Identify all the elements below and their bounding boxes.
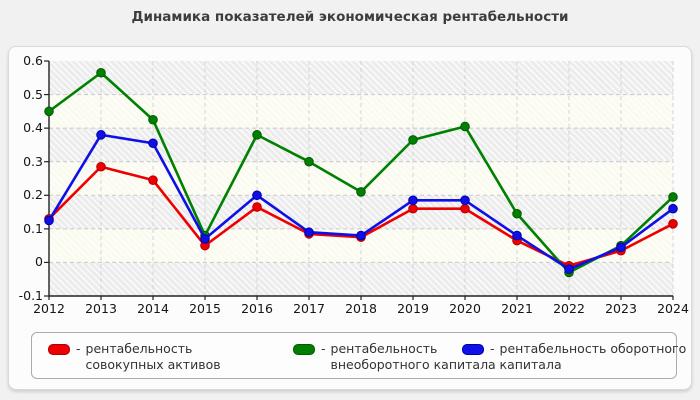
x-axis-label: 2015 (189, 301, 221, 316)
y-axis-label: 0.6 (23, 53, 43, 68)
x-axis-label: 2020 (449, 301, 481, 316)
legend-label: рентабельность внеоборотного капитала (330, 341, 496, 372)
legend-dash: - (76, 341, 81, 356)
legend-item-working-capital: - рентабельность оборотного капитала (462, 341, 690, 373)
y-axis-label: 0.1 (23, 220, 43, 236)
x-axis-label: 2022 (553, 301, 585, 316)
legend-item-noncurrent-capital: - рентабельность внеоборотного капитала (293, 341, 499, 373)
legend-label: рентабельность совокупных активов (85, 341, 221, 372)
x-axis-label: 2014 (137, 301, 169, 316)
chart-canvas (44, 60, 678, 300)
x-axis-label: 2019 (397, 301, 429, 316)
legend-swatch-working-capital (462, 344, 484, 355)
legend-item-total-assets: - рентабельность совокупных активов (48, 341, 266, 373)
x-axis-label: 2021 (501, 301, 533, 316)
y-axis-label: 0.4 (23, 120, 43, 136)
legend-swatch-noncurrent-capital (293, 344, 315, 355)
x-axis-label: 2023 (605, 301, 637, 316)
legend-label: рентабельность оборотного капитала (499, 341, 687, 372)
y-axis-label: -0.1 (18, 288, 43, 303)
y-axis-label: 0.5 (23, 86, 43, 102)
x-axis-label: 2013 (85, 301, 117, 316)
x-axis-label: 2018 (345, 301, 377, 316)
x-axis-label: 2016 (241, 301, 273, 316)
legend-dash: - (490, 341, 495, 356)
legend-dash: - (321, 341, 326, 356)
y-axis-label: 0.2 (23, 187, 43, 203)
x-axis-label: 2012 (33, 301, 65, 316)
legend-swatch-total-assets (48, 344, 70, 355)
plot-area (44, 60, 678, 300)
chart-title: Динамика показателей экономическая рента… (131, 9, 569, 25)
y-axis-label: 0 (35, 254, 43, 270)
y-axis-label: 0.3 (23, 153, 43, 169)
chart-panel: 0.6 0.5 0.4 0.3 0.2 0.1 0 -0.1 2012 2013 2014 2015… (8, 46, 692, 390)
x-axis-label: 2024 (657, 301, 689, 316)
legend-box: - рентабельность совокупных активов - ре… (31, 332, 686, 379)
x-axis-label: 2017 (293, 301, 325, 316)
